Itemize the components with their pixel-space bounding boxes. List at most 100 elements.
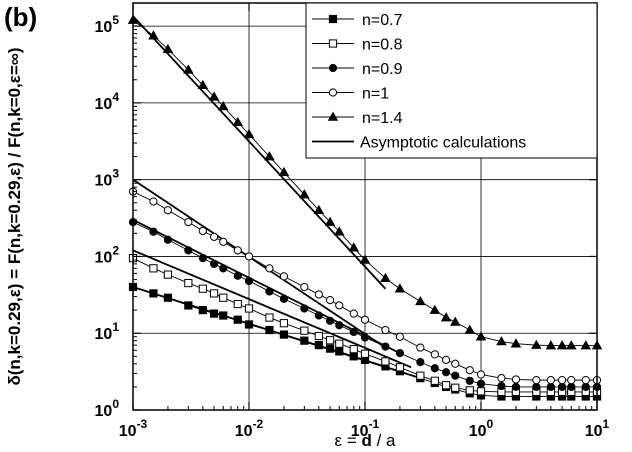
data-point-triangle — [148, 30, 159, 40]
y-tick-label: 103 — [95, 167, 120, 190]
y-tick-label: 101 — [95, 320, 120, 343]
legend-box — [305, 2, 598, 159]
data-point-triangle — [566, 340, 577, 350]
data-point-square — [314, 331, 323, 341]
data-point-square — [335, 347, 344, 356]
x-axis-title: ε = d / a — [335, 431, 397, 450]
data-point-square — [279, 330, 289, 339]
legend-label: n=0.8 — [362, 37, 403, 54]
data-point-triangle — [580, 340, 592, 350]
asymptotic-line — [132, 249, 412, 369]
data-point-square — [219, 293, 228, 302]
data-point-circle — [381, 325, 390, 335]
data-point-square — [360, 349, 370, 358]
data-point-square — [209, 289, 219, 298]
data-point-triangle — [380, 272, 391, 283]
data-point-triangle — [208, 91, 220, 101]
data-point-triangle — [264, 151, 275, 161]
data-point-square — [416, 371, 425, 380]
data-point-triangle — [359, 254, 371, 264]
data-point-circle — [184, 246, 193, 255]
panel-label: (b) — [4, 2, 38, 32]
data-point-square — [328, 39, 338, 48]
data-point-circle — [416, 343, 425, 352]
data-point-triangle — [327, 111, 339, 121]
data-point-circle — [279, 272, 289, 281]
data-point-circle — [557, 376, 567, 385]
data-point-triangle — [450, 316, 461, 326]
data-point-circle — [163, 206, 173, 215]
data-point-square — [465, 386, 474, 395]
data-point-triangle — [394, 283, 406, 293]
data-point-circle — [314, 311, 323, 320]
data-point-circle — [546, 382, 555, 391]
legend-label: n=0.9 — [362, 61, 403, 78]
data-point-circle — [149, 227, 158, 236]
data-point-square — [265, 325, 274, 335]
data-point-circle — [335, 301, 344, 310]
data-point-circle — [381, 342, 390, 351]
legend-label: n=0.7 — [362, 12, 403, 29]
data-point-circle — [476, 370, 486, 379]
data-point-circle — [511, 382, 521, 391]
data-point-triangle — [324, 216, 336, 226]
data-point-square — [476, 387, 486, 396]
data-point-circle — [581, 382, 590, 391]
data-point-circle — [244, 252, 254, 261]
data-point-circle — [581, 376, 590, 385]
asymptotic-line — [132, 15, 387, 290]
data-point-triangle — [556, 340, 568, 350]
data-point-square — [184, 278, 193, 288]
data-point-circle — [430, 350, 439, 359]
data-point-square — [325, 336, 335, 345]
y-tick-label: 105 — [95, 13, 120, 36]
data-point-circle — [219, 264, 228, 273]
data-point-triangle — [475, 331, 487, 341]
data-point-circle — [265, 287, 274, 296]
data-point-triangle — [334, 226, 345, 236]
data-point-triangle — [440, 312, 452, 322]
data-point-circle — [328, 88, 338, 97]
data-point-circle — [335, 321, 344, 330]
data-point-circle — [233, 271, 242, 280]
series-n-1 — [128, 187, 602, 385]
data-point-circle — [244, 276, 254, 286]
data-point-square — [184, 301, 193, 310]
data-point-triangle — [496, 336, 507, 346]
data-point-circle — [441, 368, 451, 377]
data-point-circle — [465, 366, 474, 375]
data-point-circle — [532, 376, 541, 385]
data-point-circle — [395, 332, 405, 341]
y-tick-label: 100 — [95, 397, 120, 420]
data-point-circle — [476, 379, 486, 388]
data-point-triangle — [243, 128, 255, 139]
data-point-square — [300, 326, 309, 335]
data-point-circle — [349, 309, 358, 318]
data-point-circle — [546, 376, 555, 385]
x-tick-label: 10-2 — [235, 417, 264, 440]
x-tick-label: 101 — [585, 417, 610, 440]
data-point-circle — [233, 246, 242, 255]
x-tick-label: 100 — [469, 417, 494, 440]
data-point-circle — [451, 371, 460, 380]
data-point-square — [349, 352, 358, 361]
data-point-circle — [219, 237, 228, 246]
data-point-circle — [395, 349, 405, 358]
data-point-triangle — [299, 189, 310, 199]
data-point-triangle — [232, 116, 244, 127]
data-point-square — [244, 320, 254, 329]
legend-label: Asymptotic calculations — [360, 135, 526, 152]
data-point-triangle — [429, 304, 441, 314]
data-point-square — [325, 344, 335, 353]
data-point-circle — [198, 254, 207, 263]
data-point-circle — [163, 235, 173, 244]
data-point-square — [198, 284, 207, 293]
data-point-square — [233, 299, 242, 309]
data-point-circle — [314, 290, 323, 299]
y-axis-title: δ(n,k=0.29,ε) = F(n,k=0.29,ε) / F(n,k=0,… — [5, 47, 24, 385]
data-point-circle — [497, 381, 506, 391]
data-point-square — [349, 345, 358, 354]
x-tick-label: 10-1 — [351, 417, 380, 440]
data-point-square — [430, 376, 439, 385]
